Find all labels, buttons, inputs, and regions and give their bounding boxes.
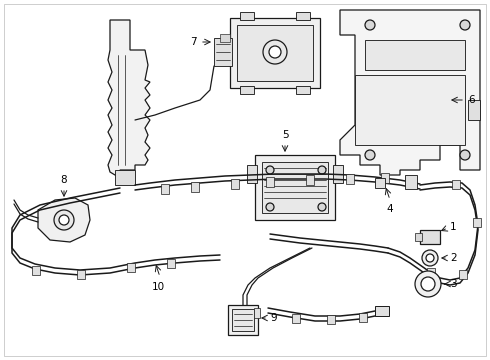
Bar (232, 309, 254, 331)
Text: 9: 9 (270, 313, 277, 323)
Circle shape (266, 166, 274, 174)
Bar (240, 12, 254, 20)
Circle shape (365, 20, 375, 30)
Bar (237, 25, 313, 81)
Circle shape (415, 271, 441, 297)
Bar (292, 314, 300, 323)
Bar (115, 170, 135, 185)
Bar (296, 12, 310, 20)
Bar (306, 175, 314, 185)
Circle shape (59, 215, 69, 225)
Bar (127, 263, 135, 272)
Circle shape (365, 150, 375, 160)
Bar (161, 184, 169, 194)
Circle shape (266, 203, 274, 211)
Bar (420, 230, 440, 244)
Polygon shape (108, 20, 150, 175)
Bar (247, 165, 257, 183)
Text: 7: 7 (191, 37, 197, 47)
Bar (32, 266, 40, 275)
Circle shape (318, 166, 326, 174)
Circle shape (263, 40, 287, 64)
Bar (359, 313, 367, 322)
Polygon shape (38, 198, 90, 242)
Bar (473, 218, 481, 227)
Bar (266, 177, 274, 187)
Text: 4: 4 (387, 204, 393, 214)
Bar (459, 270, 467, 279)
Bar (255, 155, 335, 220)
Bar (191, 182, 199, 192)
Text: 8: 8 (61, 175, 67, 185)
Bar (468, 100, 480, 120)
Bar (231, 179, 239, 189)
Bar (333, 165, 343, 183)
Bar (427, 268, 435, 277)
Bar (365, 40, 465, 70)
Text: 5: 5 (282, 130, 288, 140)
Polygon shape (340, 10, 480, 175)
Bar (346, 174, 354, 184)
Circle shape (426, 254, 434, 262)
Bar (296, 86, 310, 94)
Bar (228, 305, 258, 335)
Circle shape (460, 20, 470, 30)
Bar (415, 233, 422, 241)
Bar (167, 259, 175, 268)
Circle shape (269, 46, 281, 58)
Bar (254, 308, 260, 318)
Text: 2: 2 (450, 253, 457, 263)
Bar (375, 178, 385, 188)
Text: 6: 6 (468, 95, 475, 105)
Bar (240, 86, 254, 94)
Bar (214, 38, 232, 66)
Bar (327, 315, 335, 324)
Bar (452, 180, 460, 189)
Circle shape (318, 203, 326, 211)
Bar (262, 162, 328, 213)
Bar (381, 173, 389, 183)
Circle shape (421, 277, 435, 291)
Bar (375, 306, 389, 316)
Circle shape (422, 250, 438, 266)
Bar (355, 75, 465, 145)
Bar (230, 18, 320, 88)
Circle shape (460, 150, 470, 160)
Bar (405, 175, 417, 189)
Text: 10: 10 (151, 282, 165, 292)
Text: 1: 1 (450, 222, 457, 232)
Bar (77, 270, 85, 279)
Text: 3: 3 (450, 279, 457, 289)
Bar (220, 34, 230, 42)
Circle shape (54, 210, 74, 230)
